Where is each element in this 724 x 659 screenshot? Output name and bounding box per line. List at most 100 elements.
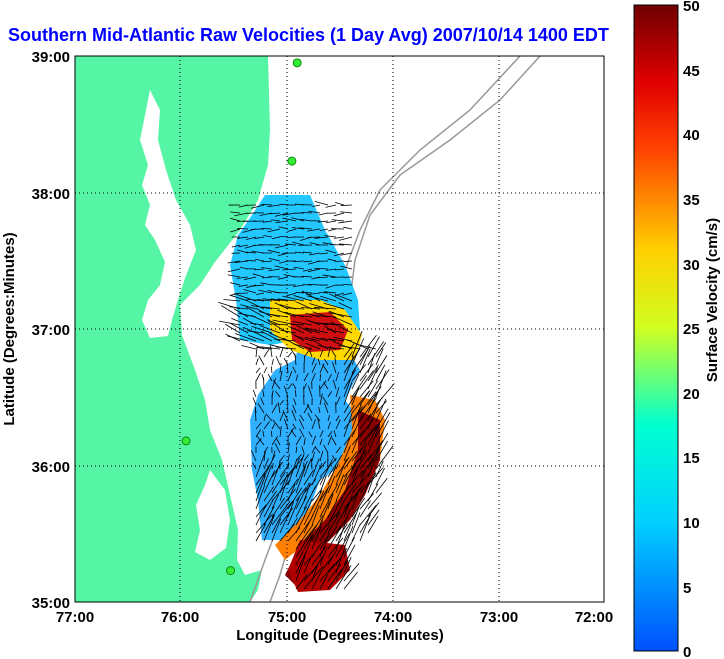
velocity-vector (302, 251, 313, 254)
velocity-vector (343, 451, 358, 470)
velocity-vector (335, 396, 341, 406)
velocity-vector (327, 414, 331, 422)
velocity-vector (279, 347, 284, 358)
velocity-vector (314, 201, 329, 206)
velocity-vector (327, 475, 336, 494)
velocity-vector (236, 276, 249, 279)
velocity-vector (255, 358, 259, 366)
velocity-vector (287, 371, 293, 382)
velocity-vector (270, 298, 289, 302)
velocity-vector (359, 493, 374, 510)
velocity-vector (271, 517, 281, 534)
velocity-vector (295, 518, 312, 542)
velocity-vector (367, 471, 376, 494)
velocity-vector (255, 346, 258, 358)
velocity-vector (230, 228, 241, 233)
velocity-vector (277, 298, 297, 302)
velocity-vector (225, 323, 241, 334)
velocity-vector (320, 295, 337, 302)
velocity-vector (227, 335, 249, 342)
velocity-vector (351, 484, 365, 502)
velocity-vector (325, 220, 337, 224)
velocity-vector (311, 505, 320, 526)
velocity-vector (279, 370, 283, 382)
velocity-vector (343, 458, 360, 478)
velocity-vector (308, 431, 313, 438)
velocity-vector (274, 212, 289, 217)
velocity-vector (314, 414, 321, 422)
velocity-vector (303, 525, 317, 542)
velocity-vector (295, 374, 299, 382)
velocity-vector (343, 563, 360, 582)
velocity-vector (282, 410, 289, 422)
velocity-vector (311, 446, 316, 454)
velocity-vector (327, 373, 332, 382)
velocity-vector (319, 485, 330, 502)
velocity-vector (367, 406, 378, 430)
velocity-vector (256, 298, 273, 302)
velocity-vector (301, 275, 313, 278)
velocity-vector (327, 549, 338, 566)
velocity-vector (367, 380, 379, 398)
velocity-vector (287, 228, 297, 232)
velocity-vector (263, 235, 273, 238)
velocity-vector (311, 490, 325, 518)
velocity-vector (343, 405, 355, 422)
velocity-vector (343, 470, 364, 494)
velocity-vector (303, 485, 317, 510)
velocity-vector (359, 500, 371, 518)
velocity-vector (263, 348, 270, 358)
velocity-vector (271, 423, 276, 430)
velocity-vector (359, 452, 378, 478)
velocity-vector (301, 446, 305, 454)
velocity-vector (263, 490, 277, 510)
velocity-vector (343, 571, 358, 590)
velocity-vector (335, 516, 349, 534)
velocity-vector (335, 372, 339, 382)
map-title: Southern Mid-Atlantic Raw Velocities (1 … (8, 25, 609, 45)
velocity-vector (268, 268, 281, 272)
velocity-vector (303, 482, 311, 502)
pamlico-sound (195, 470, 230, 560)
velocity-vector (238, 244, 249, 248)
colorbar-tick-label: 30 (683, 257, 700, 274)
velocity-vector (327, 499, 338, 518)
velocity-vector (319, 292, 329, 294)
velocity-vector (331, 219, 345, 222)
velocity-vector (359, 504, 377, 526)
velocity-vector (375, 355, 388, 374)
velocity-vector (240, 304, 257, 310)
velocity-vector (272, 419, 281, 430)
velocity-vector (367, 502, 380, 518)
velocity-vector (263, 466, 272, 486)
velocity-vector (317, 417, 321, 430)
velocity-vector (343, 482, 358, 502)
velocity-vector (335, 202, 345, 206)
velocity-vector (338, 220, 353, 224)
velocity-vector (319, 450, 324, 462)
velocity-vector (295, 466, 307, 494)
velocity-vector (308, 210, 321, 214)
velocity-vector (319, 573, 329, 590)
velocity-vector (343, 445, 351, 462)
velocity-vector (250, 450, 257, 462)
velocity-vector (262, 220, 273, 223)
velocity-vector (227, 274, 241, 278)
velocity-vector (227, 268, 241, 273)
velocity-vector (314, 446, 321, 454)
velocity-vector (293, 343, 313, 350)
velocity-vector (252, 397, 257, 406)
colorbar-tick-label: 10 (683, 515, 700, 532)
velocity-vector (279, 363, 282, 374)
velocity-vector (327, 526, 338, 542)
velocity-vector (319, 501, 330, 526)
velocity-vector (271, 435, 279, 446)
station-marker (292, 58, 302, 68)
velocity-vector (288, 326, 305, 334)
velocity-vector (331, 350, 337, 358)
velocity-vector (332, 361, 337, 374)
velocity-vector (318, 406, 321, 414)
velocity-vector (367, 467, 384, 486)
velocity-vector (359, 413, 372, 430)
velocity-vector (303, 498, 313, 518)
